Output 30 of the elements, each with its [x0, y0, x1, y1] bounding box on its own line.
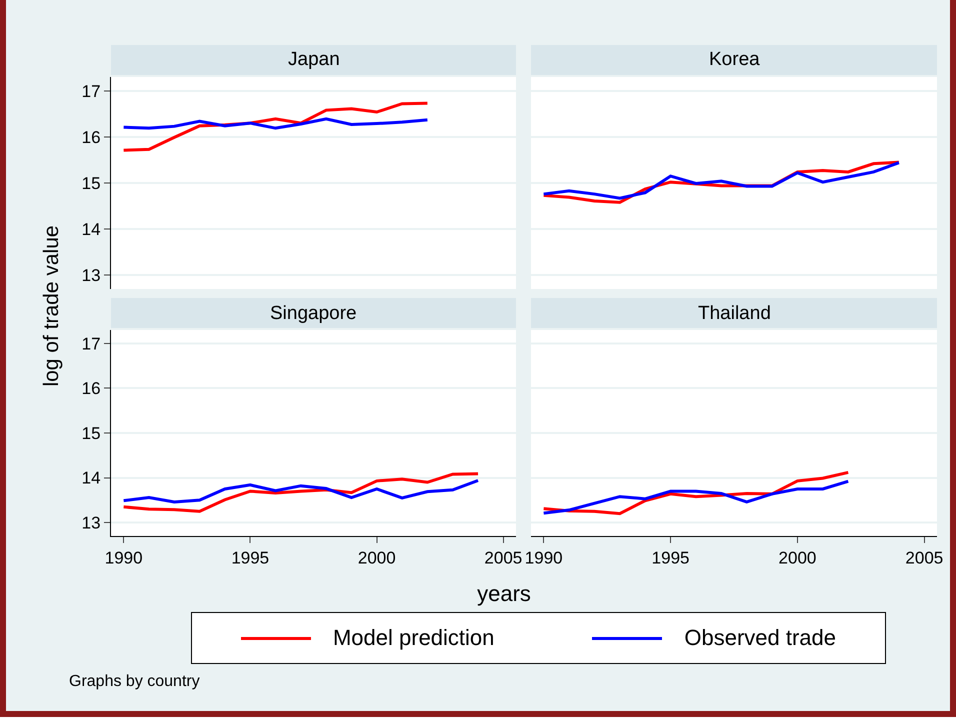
y-tick-label: 15	[82, 423, 101, 442]
y-tick-label: 16	[82, 127, 101, 146]
x-tick-label: 1995	[231, 548, 270, 567]
x-tick-label: 2000	[358, 548, 396, 567]
y-tick-label: 14	[82, 468, 101, 488]
x-axis-title: years	[477, 581, 531, 607]
line-series	[122, 478, 480, 503]
x-tick-label: 2005	[905, 548, 944, 567]
x-tick-label: 2005	[484, 548, 522, 567]
y-tick-label: 13	[82, 513, 101, 532]
legend-label: Observed trade	[684, 625, 836, 651]
chart-title: Thailand	[698, 302, 771, 324]
line-series	[122, 116, 429, 130]
y-axis-title: log of trade value	[40, 225, 64, 387]
x-tick-label: 1995	[652, 548, 690, 567]
chart-title: Japan	[288, 48, 340, 70]
y-tick-label: 16	[82, 378, 101, 398]
x-tick-label: 2000	[778, 548, 816, 567]
chart-title: Korea	[709, 48, 760, 70]
y-tick-label: 17	[82, 81, 101, 100]
x-tick-label: 1990	[524, 548, 563, 567]
y-tick-label: 14	[82, 220, 101, 239]
chart-title: Singapore	[270, 302, 357, 324]
y-tick-label: 17	[82, 334, 101, 353]
text: Graphs by country	[69, 673, 200, 691]
y-tick-label: 15	[82, 173, 101, 192]
legend-label: Model prediction	[332, 625, 494, 651]
y-tick-label: 13	[82, 266, 101, 285]
line-series	[122, 472, 480, 512]
x-tick-label: 1990	[104, 548, 143, 567]
